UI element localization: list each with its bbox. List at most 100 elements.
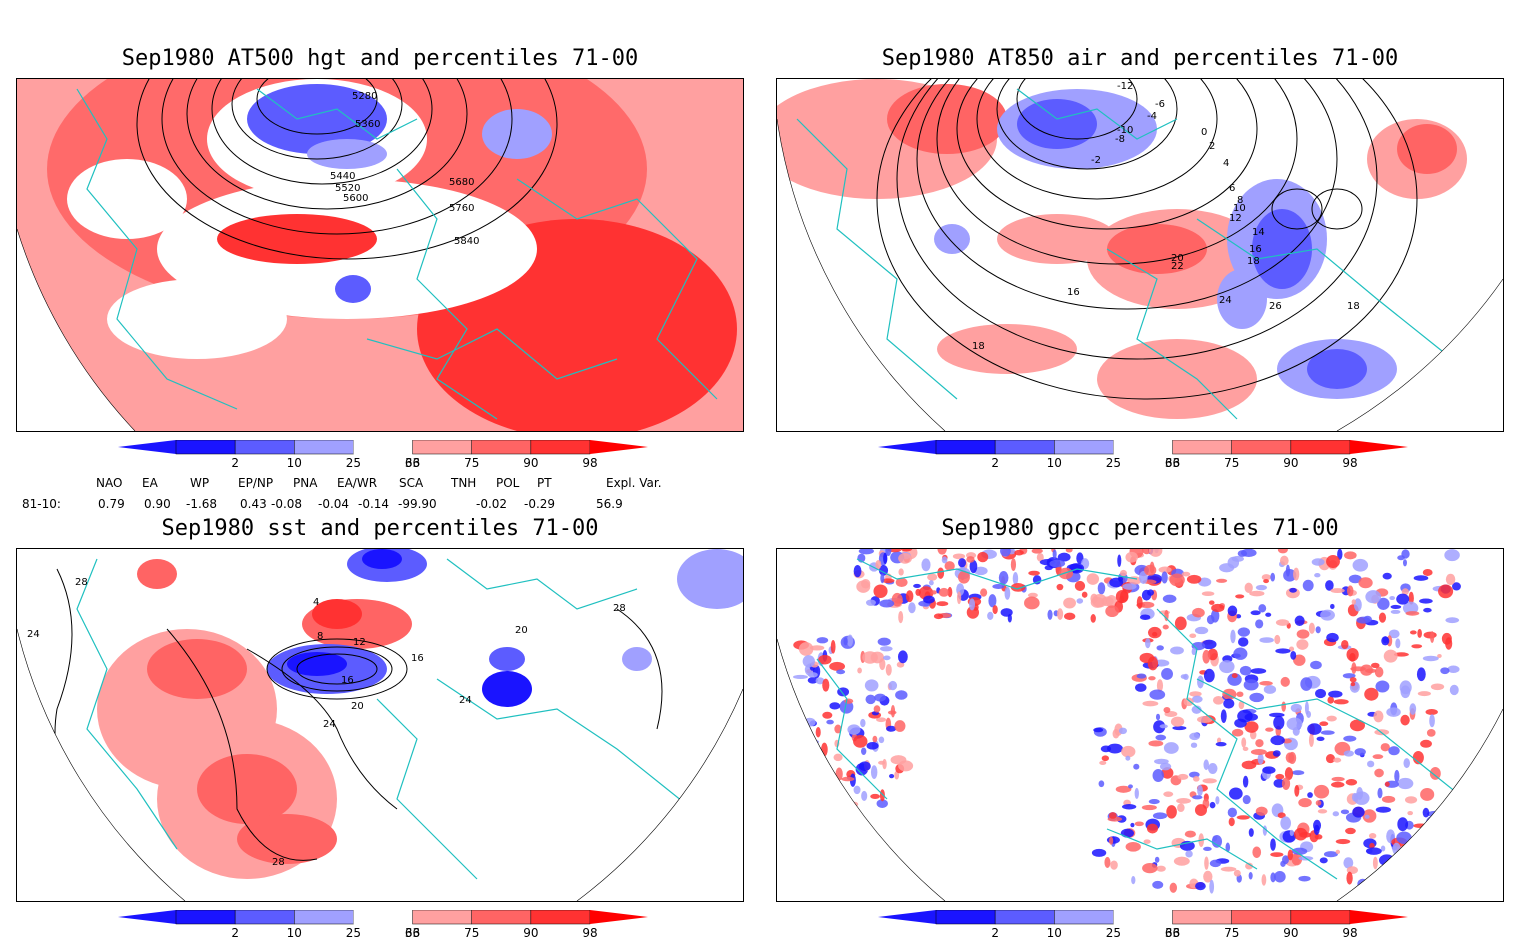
precip-cell bbox=[1028, 570, 1040, 576]
precip-cell bbox=[1394, 769, 1400, 783]
precip-cell bbox=[1390, 604, 1402, 609]
precip-cell bbox=[1109, 836, 1114, 845]
precip-cell bbox=[832, 794, 838, 799]
precip-cell bbox=[888, 680, 898, 691]
colorbar-segment bbox=[1231, 440, 1292, 455]
colorbar-right-arrow bbox=[1350, 910, 1408, 924]
contour-label: 5680 bbox=[449, 177, 474, 188]
precip-cell bbox=[1148, 549, 1163, 557]
precip-cell bbox=[1372, 754, 1384, 760]
precip-cell bbox=[1191, 695, 1203, 703]
colorbar-segment bbox=[294, 910, 354, 925]
precip-cell bbox=[1380, 845, 1386, 852]
precip-cell bbox=[803, 717, 816, 727]
precip-cell bbox=[830, 640, 836, 654]
colorbar-tick-label: 98 bbox=[1342, 456, 1358, 470]
precip-cell bbox=[1047, 609, 1053, 620]
precip-cell bbox=[1159, 724, 1168, 729]
precip-cell bbox=[1142, 549, 1152, 555]
precip-cell bbox=[798, 642, 814, 656]
precip-cell bbox=[1400, 714, 1410, 726]
precip-cell bbox=[1364, 814, 1370, 819]
precip-cell bbox=[853, 564, 862, 578]
precip-cell bbox=[1081, 591, 1088, 598]
contour-label: 5360 bbox=[355, 119, 380, 130]
precip-cell bbox=[1145, 638, 1151, 649]
precip-cell bbox=[879, 646, 893, 652]
precip-cell bbox=[1315, 626, 1321, 634]
precip-cell bbox=[1342, 673, 1356, 679]
precip-cell bbox=[1326, 715, 1337, 722]
precip-cell bbox=[857, 667, 862, 674]
precip-cell bbox=[1333, 699, 1349, 705]
precip-cell bbox=[1302, 579, 1314, 592]
colorbar-right-arrow bbox=[590, 910, 648, 924]
precip-cell bbox=[1377, 787, 1383, 799]
precip-cell bbox=[1244, 721, 1259, 733]
precip-cell bbox=[1076, 598, 1084, 604]
precip-cell bbox=[1105, 605, 1119, 618]
precip-cell bbox=[1328, 690, 1343, 698]
precip-cell bbox=[1249, 692, 1265, 703]
contour-label: 16 bbox=[1249, 244, 1262, 255]
precip-cell bbox=[1277, 549, 1288, 554]
precip-cell bbox=[1092, 593, 1108, 608]
precip-cell bbox=[1331, 781, 1345, 788]
colorbar-tick-label: 2 bbox=[231, 926, 239, 940]
precip-cell bbox=[1315, 688, 1327, 699]
index-value: 0.79 bbox=[98, 497, 125, 511]
precip-cell bbox=[1201, 591, 1215, 597]
precip-cell bbox=[1115, 590, 1129, 604]
precip-cell bbox=[1236, 691, 1244, 698]
map-sst: 28 24 4 8 12 16 16 20 24 28 20 24 28 bbox=[17, 549, 743, 901]
precip-cell bbox=[1388, 629, 1400, 639]
precip-cell bbox=[810, 783, 817, 794]
contour-label: 8 bbox=[1237, 195, 1243, 206]
precip-cell bbox=[1282, 830, 1297, 843]
precip-cell bbox=[1242, 775, 1249, 788]
precip-cell bbox=[887, 710, 897, 715]
precip-cell bbox=[1291, 847, 1308, 855]
colorbar-tick-label: 98 bbox=[582, 926, 598, 940]
precip-cell bbox=[1429, 821, 1435, 829]
index-header: EA bbox=[142, 476, 158, 490]
precip-cell bbox=[1012, 572, 1019, 586]
precip-cell bbox=[923, 595, 935, 604]
precip-cell bbox=[1131, 876, 1136, 885]
precip-cell bbox=[1396, 593, 1410, 605]
precip-cell bbox=[937, 567, 945, 579]
precip-cell bbox=[1265, 612, 1272, 617]
precip-cell bbox=[1351, 792, 1358, 802]
precip-cell bbox=[1377, 597, 1390, 610]
precip-cell bbox=[1380, 743, 1390, 752]
precip-cell bbox=[1203, 668, 1215, 683]
precip-cell bbox=[952, 553, 966, 560]
precip-cell bbox=[1419, 598, 1433, 604]
precip-cell bbox=[1429, 766, 1441, 780]
precip-cell bbox=[1024, 596, 1040, 610]
precip-cell bbox=[900, 549, 913, 552]
panel-title-gpcc: Sep1980 gpcc percentiles 71-00 bbox=[941, 516, 1339, 541]
precip-cell bbox=[1122, 583, 1137, 590]
precip-cell bbox=[1437, 653, 1442, 658]
precip-cell bbox=[1352, 558, 1369, 572]
precip-cell bbox=[861, 747, 867, 755]
precip-cell bbox=[1373, 710, 1384, 723]
precip-cell bbox=[1249, 730, 1257, 740]
contour-label: 16 bbox=[1067, 287, 1080, 298]
precip-cell bbox=[862, 651, 878, 664]
precip-cell bbox=[1430, 631, 1435, 643]
precip-cell bbox=[1357, 878, 1369, 890]
colorbar-segment bbox=[294, 440, 354, 455]
precip-cell bbox=[1056, 583, 1064, 591]
precip-cell bbox=[890, 755, 907, 765]
precip-cell bbox=[1371, 662, 1380, 669]
precip-cell bbox=[1112, 728, 1120, 739]
colorbar-tick-label: 98 bbox=[1342, 926, 1358, 940]
precip-cell bbox=[1191, 647, 1197, 656]
contour-label: -10 bbox=[1117, 125, 1133, 136]
precip-cell bbox=[1306, 710, 1312, 718]
colorbar-segment bbox=[234, 910, 295, 925]
precip-cell bbox=[1139, 652, 1155, 664]
precip-cell bbox=[944, 561, 955, 571]
